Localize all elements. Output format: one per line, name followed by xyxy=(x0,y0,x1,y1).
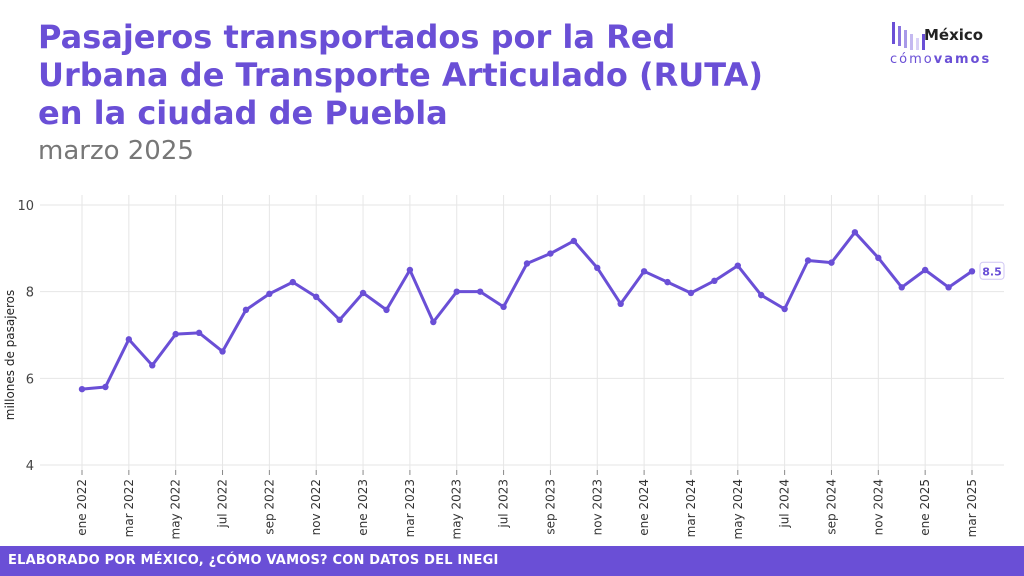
data-point xyxy=(640,268,648,275)
data-point xyxy=(851,229,859,236)
x-tick-label: may 2022 xyxy=(169,479,183,540)
data-point xyxy=(313,293,320,301)
data-point xyxy=(172,330,179,338)
y-tick-label: 4 xyxy=(26,459,34,474)
x-tick-label: ene 2022 xyxy=(75,479,89,536)
data-point xyxy=(102,383,109,391)
data-point xyxy=(945,284,952,291)
data-point xyxy=(570,237,578,245)
data-point xyxy=(711,277,718,285)
x-tick-label: mar 2022 xyxy=(122,479,136,537)
data-point xyxy=(125,336,133,343)
data-point xyxy=(921,266,929,274)
series-line xyxy=(80,230,974,391)
data-point xyxy=(359,289,367,297)
data-point xyxy=(617,300,624,307)
footer-credit: ELABORADO POR MÉXICO, ¿CÓMO VAMOS? CON D… xyxy=(8,553,499,568)
x-tick-label: jul 2023 xyxy=(497,479,511,529)
x-tick-label: mar 2025 xyxy=(965,479,979,537)
data-point xyxy=(78,385,86,393)
x-tick-label: may 2024 xyxy=(731,479,745,540)
x-tick-label: mar 2023 xyxy=(403,479,417,537)
last-value-label: 8.5 xyxy=(982,265,1002,278)
data-point xyxy=(781,305,788,313)
chart-title: Pasajeros transportados por la Red Urban… xyxy=(38,18,763,132)
data-point xyxy=(500,303,507,311)
x-tick-label: nov 2024 xyxy=(871,479,885,535)
x-tick-label: mar 2024 xyxy=(684,479,698,537)
data-point xyxy=(898,284,905,291)
x-tick-label: jul 2024 xyxy=(778,479,792,529)
x-tick-label: sep 2023 xyxy=(543,479,557,535)
data-point xyxy=(523,260,531,267)
data-point xyxy=(336,316,343,324)
data-point xyxy=(195,329,203,337)
data-point xyxy=(547,250,554,257)
footer-bar: ELABORADO POR MÉXICO, ¿CÓMO VAMOS? CON D… xyxy=(0,546,1024,576)
line-chart: 4 6 8 10 ene 2022 mar 2022 may 2022 jul 2022 sep… xyxy=(3,195,1005,540)
data-point xyxy=(476,288,484,295)
logo-bars-icon xyxy=(892,22,925,50)
x-tick-label: sep 2024 xyxy=(824,479,838,535)
data-point xyxy=(804,257,812,264)
y-tick-label: 8 xyxy=(26,286,34,301)
x-tick-label: ene 2023 xyxy=(356,479,370,536)
data-point xyxy=(875,254,882,262)
data-point xyxy=(734,262,741,269)
x-tick-label: jul 2022 xyxy=(216,479,230,529)
y-tick-label: 10 xyxy=(17,199,34,214)
data-point xyxy=(383,306,390,314)
data-point xyxy=(758,291,765,299)
chart-subtitle: marzo 2025 xyxy=(38,136,194,166)
data-point xyxy=(687,289,695,297)
y-axis-label: millones de pasajeros xyxy=(3,290,17,420)
data-point xyxy=(828,259,835,266)
data-point xyxy=(968,268,976,275)
data-point xyxy=(219,348,226,355)
data-point xyxy=(149,362,156,369)
logo-text-comovamos: cómovamos xyxy=(890,52,992,67)
mexico-como-vamos-logo: México cómovamos xyxy=(888,22,1008,82)
x-tick-label: sep 2022 xyxy=(262,479,276,535)
data-point xyxy=(664,278,671,286)
y-tick-label: 6 xyxy=(26,372,34,387)
data-point xyxy=(430,318,437,326)
x-tick-label: nov 2022 xyxy=(309,479,323,535)
last-value-box xyxy=(979,261,1005,280)
logo-text-mexico: México xyxy=(924,26,984,44)
data-point xyxy=(242,306,250,314)
data-point xyxy=(289,278,296,286)
x-tick-label: may 2023 xyxy=(450,479,464,540)
data-point xyxy=(594,264,601,272)
data-point xyxy=(453,288,460,295)
data-point xyxy=(406,266,414,274)
x-tick-label: nov 2023 xyxy=(590,479,604,535)
x-tick-label: ene 2025 xyxy=(918,479,932,536)
x-tick-label: ene 2024 xyxy=(637,479,651,536)
data-point xyxy=(266,290,273,298)
